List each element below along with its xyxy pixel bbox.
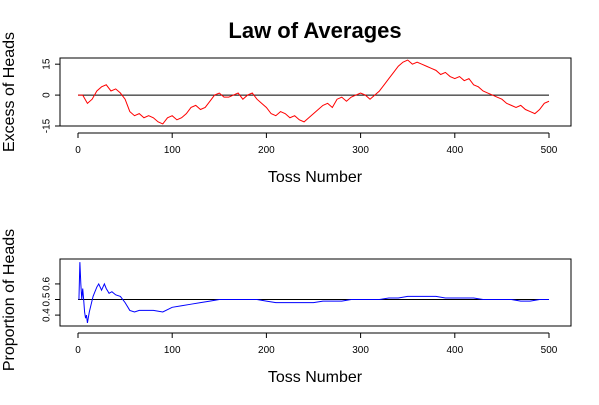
x-tick-label-bottom: 400 [446, 345, 463, 356]
x-axis-top: 0 100 200 300 400 500 [75, 132, 558, 156]
x-tick-label-bottom: 300 [352, 345, 369, 356]
y-axis-label-bottom: Proportion of Heads [1, 229, 18, 371]
y-tick-label-top: -15 [42, 118, 53, 133]
x-axis-bottom: 0 100 200 300 400 500 [75, 332, 558, 356]
plot-frame-bottom [59, 258, 572, 327]
x-tick-label-bottom: 500 [541, 345, 558, 356]
excess-of-heads-panel: 0 100 200 300 400 500 -15 0 15 Toss Number Exce… [1, 32, 572, 186]
x-axis-label-top: Toss Number [268, 169, 363, 186]
y-tick-label-bottom: 0.4 [42, 308, 53, 322]
chart-title: Law of Averages [228, 18, 401, 43]
x-tick-label-top: 0 [75, 145, 81, 156]
x-axis-label-bottom: Toss Number [268, 369, 363, 386]
plot-frame-top [59, 57, 572, 127]
y-tick-label-top: 0 [42, 92, 53, 98]
x-tick-label-top: 300 [352, 145, 369, 156]
y-tick-label-top: 15 [42, 58, 53, 70]
x-tick-label-top: 400 [446, 145, 463, 156]
x-tick-label-top: 200 [258, 145, 275, 156]
x-tick-label-bottom: 200 [258, 345, 275, 356]
y-axis-bottom: 0.4 0.50.6 [42, 277, 61, 322]
excess-of-heads-series-line [78, 59, 550, 125]
proportion-of-heads-series-line [78, 262, 549, 323]
y-tick-label-bottom: 0.6 [42, 277, 53, 291]
x-tick-label-top: 500 [541, 145, 558, 156]
x-tick-label-bottom: 0 [75, 345, 81, 356]
y-axis-top: -15 0 15 [42, 58, 61, 133]
x-tick-label-bottom: 100 [164, 345, 181, 356]
y-tick-label-bottom: 0.5 [42, 292, 53, 306]
proportion-of-heads-panel: 0 100 200 300 400 500 0.4 0.50.6 Toss Number P… [1, 229, 572, 386]
x-tick-label-top: 100 [164, 145, 181, 156]
y-axis-label-top: Excess of Heads [1, 32, 18, 152]
